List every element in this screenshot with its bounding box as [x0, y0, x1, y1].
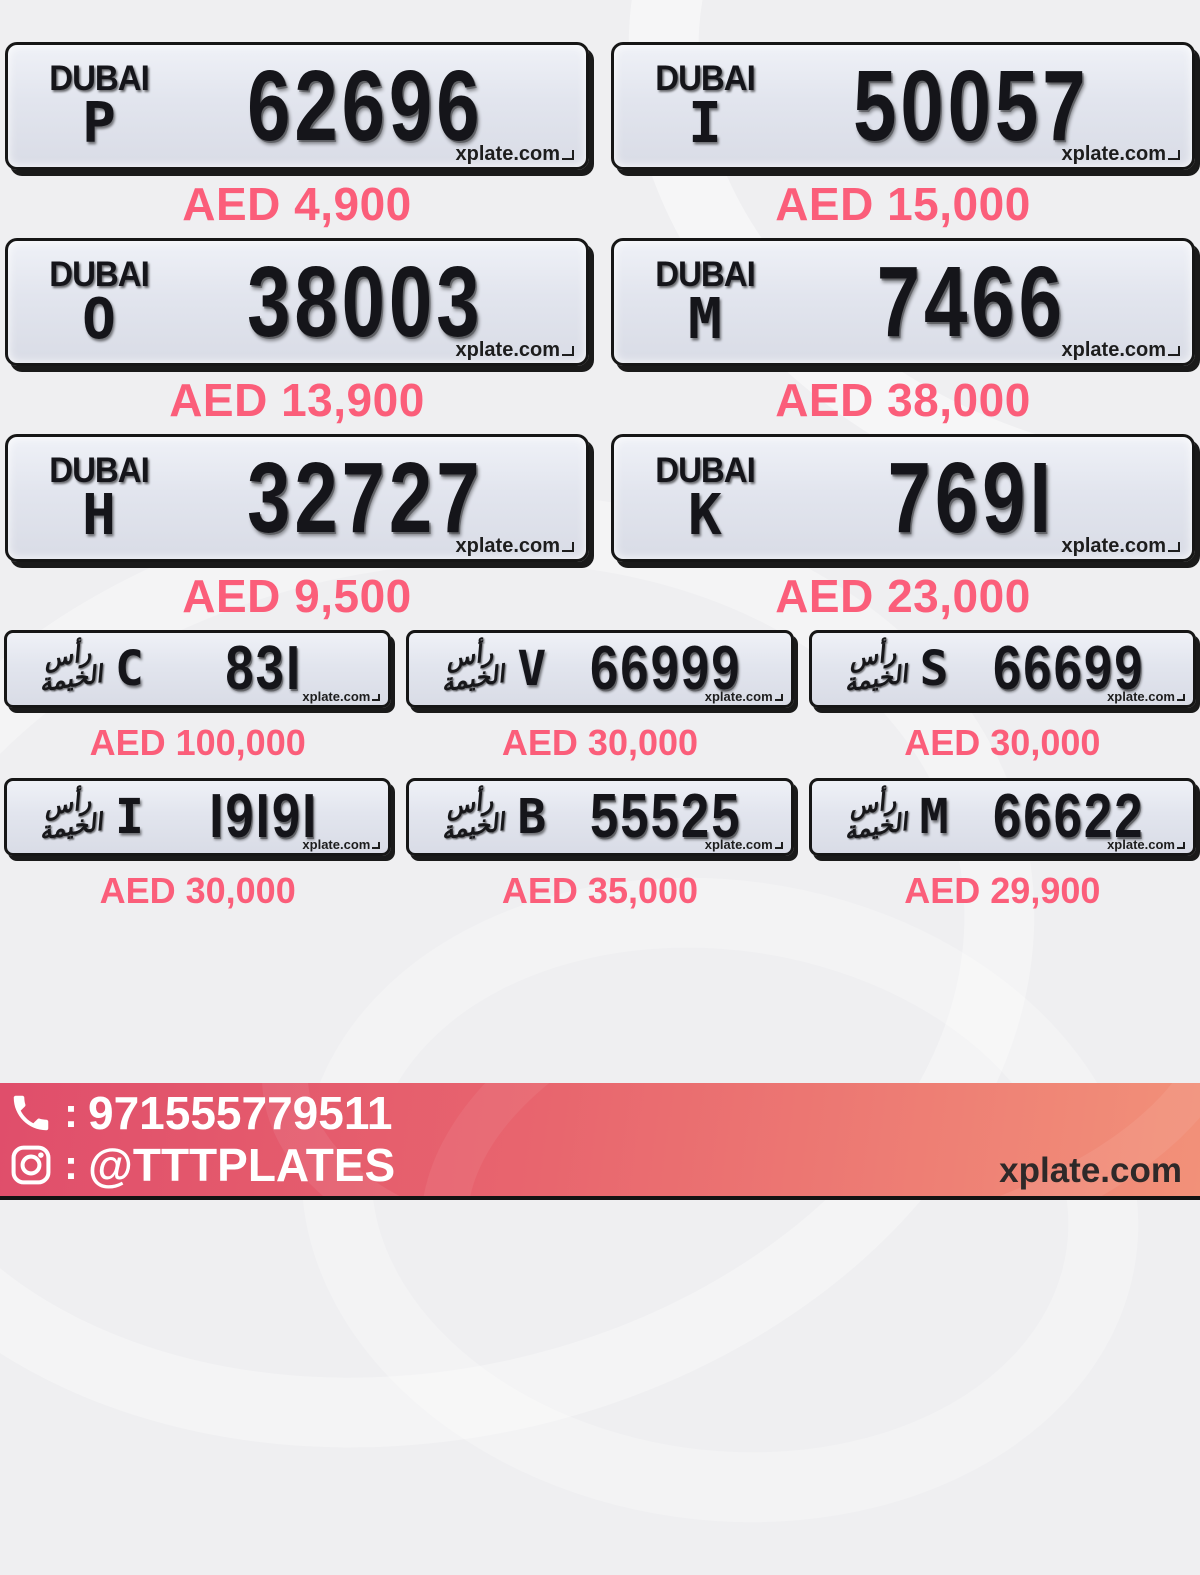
price-label: AED 29,900	[904, 870, 1101, 911]
price-label: AED 13,900	[169, 374, 425, 426]
license-plate-dubai: DUBAI I 50057 xplate.com	[611, 42, 1195, 170]
plate-left-block: DUBAI M	[614, 253, 774, 352]
plate-number: 62696	[247, 50, 484, 162]
plate-listing: رأس الخيمة I I9I9I xplate.com AED 30,000	[4, 778, 392, 926]
xplate-watermark: xplate.com	[705, 838, 783, 851]
plate-listing: DUBAI P 62696 xplate.com AED 4,900	[5, 42, 589, 238]
instagram-handle: @TTTPLATES	[88, 1139, 396, 1191]
dubai-logo: DUBAI	[49, 57, 149, 97]
plate-listing: رأس الخيمة C 83I xplate.com AED 100,000	[4, 630, 392, 778]
dubai-logo: DUBAI	[655, 449, 755, 489]
dubai-logo: DUBAI	[655, 57, 755, 97]
dubai-logo: DUBAI	[655, 253, 755, 293]
xplate-watermark: xplate.com	[1107, 690, 1185, 703]
plate-listing: DUBAI M 7466 xplate.com AED 38,000	[611, 238, 1195, 434]
rak-arabic-calligraphy: رأس الخيمة	[37, 786, 105, 846]
plate-listing: DUBAI O 38003 xplate.com AED 13,900	[5, 238, 589, 434]
plate-left-block: DUBAI H	[8, 449, 168, 548]
plate-code: P	[82, 90, 116, 156]
xplate-watermark: xplate.com	[302, 690, 380, 703]
plate-code: M	[688, 286, 722, 352]
plate-listing: رأس الخيمة M 66622 xplate.com AED 29,900	[808, 778, 1196, 926]
xplate-watermark: xplate.com	[1062, 340, 1180, 360]
plate-number: 769I	[887, 442, 1056, 554]
rak-arabic-calligraphy: رأس الخيمة	[439, 638, 507, 698]
plate-listing: رأس الخيمة B 55525 xplate.com AED 35,000	[406, 778, 794, 926]
plate-left-block: DUBAI O	[8, 253, 168, 352]
xplate-watermark: xplate.com	[456, 340, 574, 360]
price-label: AED 15,000	[775, 178, 1031, 230]
plate-code: M	[919, 789, 949, 845]
instagram-contact-row: : @TTTPLATES	[0, 1139, 1200, 1191]
rak-plates-grid: رأس الخيمة C 83I xplate.com AED 100,000 …	[4, 630, 1196, 926]
plate-code: S	[919, 641, 949, 697]
plate-left-block: DUBAI P	[8, 57, 168, 156]
xplate-watermark: xplate.com	[705, 690, 783, 703]
price-label: AED 23,000	[775, 570, 1031, 622]
dubai-plates-grid: DUBAI P 62696 xplate.com AED 4,900 DUBAI…	[5, 42, 1195, 630]
separator-colon: :	[64, 1089, 78, 1136]
website-credit: xplate.com	[999, 1151, 1182, 1190]
plate-number: I9I9I	[209, 782, 319, 851]
price-label: AED 30,000	[99, 870, 296, 911]
plate-number: 38003	[247, 246, 484, 358]
xplate-watermark: xplate.com	[456, 536, 574, 556]
license-plate-rak: رأس الخيمة M 66622 xplate.com	[808, 778, 1196, 856]
dubai-logo: DUBAI	[49, 253, 149, 293]
license-plate-dubai: DUBAI M 7466 xplate.com	[611, 238, 1195, 366]
rak-arabic-calligraphy: رأس الخيمة	[439, 786, 507, 846]
phone-contact-row: : 971555779511	[0, 1087, 1200, 1139]
plate-code: O	[82, 286, 116, 352]
plate-code: I	[688, 90, 722, 156]
xplate-watermark: xplate.com	[1107, 838, 1185, 851]
phone-number: 971555779511	[88, 1087, 393, 1139]
plate-left-block: DUBAI K	[614, 449, 774, 548]
plate-code: I	[115, 789, 144, 845]
dubai-logo: DUBAI	[49, 449, 149, 489]
separator-colon: :	[64, 1141, 78, 1188]
price-label: AED 9,500	[182, 570, 412, 622]
rak-arabic-calligraphy: رأس الخيمة	[841, 786, 909, 846]
license-plate-rak: رأس الخيمة I I9I9I xplate.com	[4, 778, 392, 856]
plate-number: 83I	[225, 634, 303, 703]
plate-code: V	[517, 641, 547, 697]
price-label: AED 30,000	[904, 722, 1101, 763]
plate-listing: رأس الخيمة V 66999 xplate.com AED 30,000	[406, 630, 794, 778]
rak-arabic-calligraphy: رأس الخيمة	[841, 638, 909, 698]
plate-number: 32727	[247, 442, 484, 554]
plate-listing: DUBAI H 32727 xplate.com AED 9,500	[5, 434, 589, 630]
contact-footer: : 971555779511 : @TTTPLATES xplate.com	[0, 1083, 1200, 1200]
plate-number: 50057	[853, 50, 1090, 162]
license-plate-dubai: DUBAI H 32727 xplate.com	[5, 434, 589, 562]
plate-number: 7466	[876, 246, 1066, 358]
instagram-icon	[6, 1140, 56, 1190]
license-plate-dubai: DUBAI K 769I xplate.com	[611, 434, 1195, 562]
price-label: AED 38,000	[775, 374, 1031, 426]
license-plate-rak: رأس الخيمة B 55525 xplate.com	[406, 778, 794, 856]
plate-listing: DUBAI I 50057 xplate.com AED 15,000	[611, 42, 1195, 238]
price-label: AED 35,000	[501, 870, 699, 911]
license-plate-dubai: DUBAI O 38003 xplate.com	[5, 238, 589, 366]
xplate-watermark: xplate.com	[1062, 536, 1180, 556]
price-label: AED 4,900	[182, 178, 412, 230]
plate-listing: DUBAI K 769I xplate.com AED 23,000	[611, 434, 1195, 630]
plate-code: C	[115, 641, 144, 697]
xplate-watermark: xplate.com	[302, 838, 380, 851]
plate-left-block: DUBAI I	[614, 57, 774, 156]
plate-code: H	[82, 482, 116, 548]
plate-code: B	[517, 789, 547, 845]
rak-arabic-calligraphy: رأس الخيمة	[37, 638, 105, 698]
plate-code: K	[688, 482, 722, 548]
price-label: AED 100,000	[89, 722, 306, 763]
price-label: AED 30,000	[501, 722, 699, 763]
xplate-watermark: xplate.com	[456, 144, 574, 164]
license-plate-rak: رأس الخيمة C 83I xplate.com	[4, 630, 392, 708]
license-plate-rak: رأس الخيمة V 66999 xplate.com	[406, 630, 794, 708]
license-plate-rak: رأس الخيمة S 66699 xplate.com	[808, 630, 1196, 708]
license-plate-dubai: DUBAI P 62696 xplate.com	[5, 42, 589, 170]
plate-listing: رأس الخيمة S 66699 xplate.com AED 30,000	[808, 630, 1196, 778]
xplate-watermark: xplate.com	[1062, 144, 1180, 164]
phone-icon	[6, 1088, 56, 1138]
